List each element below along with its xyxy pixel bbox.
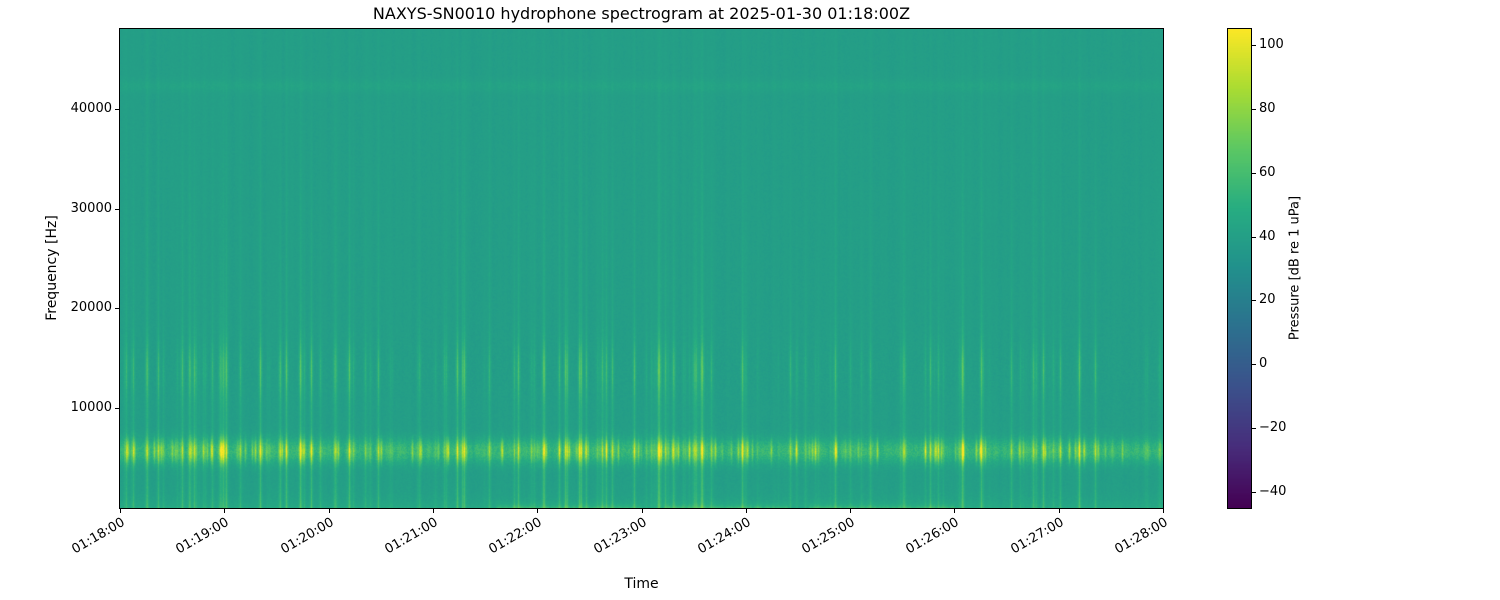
x-tick-label: 01:18:00 <box>69 515 128 558</box>
x-tick-mark <box>328 508 330 513</box>
x-tick-label: 01:26:00 <box>903 515 962 558</box>
y-tick-mark <box>115 408 120 410</box>
colorbar-tick-label: 0 <box>1259 356 1268 372</box>
x-tick-label: 01:27:00 <box>1008 515 1067 558</box>
y-tick-label: 30000 <box>70 200 112 216</box>
colorbar <box>1227 28 1252 509</box>
x-tick-label: 01:20:00 <box>278 515 337 558</box>
chart-title: NAXYS-SN0010 hydrophone spectrogram at 2… <box>372 4 911 23</box>
colorbar-tick-mark <box>1252 44 1256 46</box>
colorbar-tick-mark <box>1252 172 1256 174</box>
x-tick-label: 01:21:00 <box>382 515 441 558</box>
x-tick-mark <box>954 508 956 513</box>
y-tick-mark <box>115 308 120 310</box>
x-tick-label: 01:23:00 <box>590 515 649 558</box>
x-tick-label: 01:28:00 <box>1112 515 1171 558</box>
spectrogram-heatmap <box>120 29 1163 508</box>
colorbar-gradient <box>1228 29 1251 508</box>
x-tick-mark <box>850 508 852 513</box>
x-tick-mark <box>432 508 434 513</box>
x-tick-mark <box>537 508 539 513</box>
y-tick-mark <box>115 108 120 110</box>
colorbar-tick-mark <box>1252 108 1256 110</box>
colorbar-tick-mark <box>1252 236 1256 238</box>
x-tick-label: 01:22:00 <box>486 515 545 558</box>
x-tick-mark <box>1163 508 1164 513</box>
x-tick-label: 01:19:00 <box>173 515 232 558</box>
x-tick-mark <box>641 508 643 513</box>
colorbar-tick-label: 80 <box>1259 100 1276 116</box>
colorbar-tick-label: 20 <box>1259 292 1276 308</box>
y-tick-label: 10000 <box>70 400 112 416</box>
x-tick-mark <box>224 508 226 513</box>
y-tick-label: 20000 <box>70 300 112 316</box>
x-tick-label: 01:25:00 <box>799 515 858 558</box>
colorbar-tick-label: 60 <box>1259 164 1276 180</box>
colorbar-label: Pressure [dB re 1 uPa] <box>1287 195 1303 341</box>
x-axis-label: Time <box>624 576 659 592</box>
colorbar-tick-mark <box>1252 492 1256 494</box>
colorbar-tick-mark <box>1252 364 1256 366</box>
y-tick-mark <box>115 208 120 210</box>
colorbar-tick-label: 40 <box>1259 228 1276 244</box>
x-tick-mark <box>745 508 747 513</box>
x-tick-mark <box>120 508 121 513</box>
x-tick-label: 01:24:00 <box>695 515 754 558</box>
colorbar-tick-label: 100 <box>1259 36 1284 52</box>
x-tick-mark <box>1058 508 1060 513</box>
colorbar-tick-mark <box>1252 300 1256 302</box>
plot-area <box>119 28 1164 509</box>
colorbar-tick-label: −40 <box>1259 484 1287 500</box>
colorbar-tick-label: −20 <box>1259 420 1287 436</box>
y-tick-label: 40000 <box>70 100 112 116</box>
colorbar-tick-mark <box>1252 428 1256 430</box>
